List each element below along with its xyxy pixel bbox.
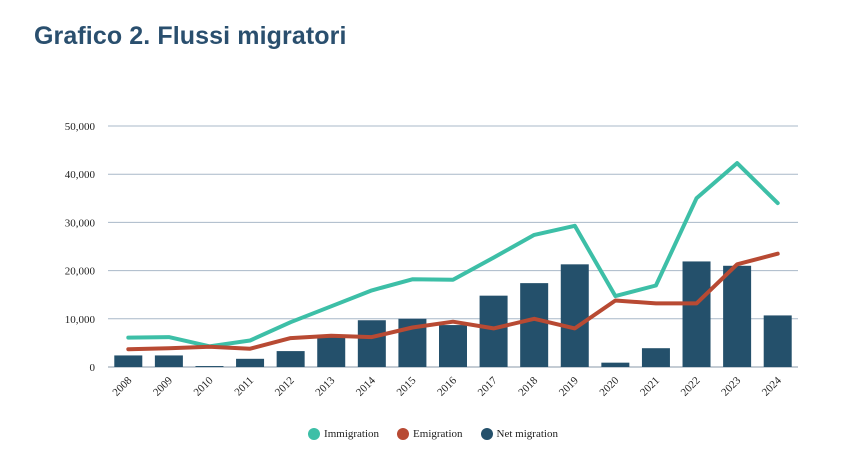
legend-item-immigration: Immigration — [304, 428, 379, 440]
bar-net-migration-2022 — [682, 261, 711, 367]
x-axis-ticks: 2008 2009 2010 2011 2012 2013 2014 2015 2016 2017… — [110, 374, 784, 398]
y-tick-label: 30,000 — [65, 217, 96, 229]
y-tick-label: 0 — [90, 362, 96, 374]
y-tick-label: 40,000 — [65, 169, 96, 181]
x-tick-label: 2018 — [516, 374, 540, 398]
legend-label-net-migration: Net migration — [496, 428, 558, 440]
bar-net-migration-2018 — [520, 283, 549, 367]
bar-net-migration-2021 — [641, 348, 670, 367]
x-tick-label: 2009 — [151, 374, 175, 398]
bar-net-migration-2014 — [357, 320, 386, 367]
legend-label-emigration: Emigration — [413, 428, 463, 440]
legend-swatch-emigration — [397, 428, 410, 440]
legend-item-net-migration: Net migration — [477, 428, 558, 440]
x-tick-label: 2020 — [597, 374, 621, 398]
line-immigration — [126, 161, 780, 349]
legend-item-emigration: Emigration — [393, 428, 463, 440]
y-axis-ticks: 0 10,000 20,000 30,000 40,000 50,000 — [65, 121, 96, 374]
bar-net-migration-2009 — [154, 355, 183, 367]
line-series — [126, 161, 780, 352]
y-tick-label: 20,000 — [65, 266, 96, 278]
bar-net-migration-2012 — [276, 351, 305, 367]
bar-net-migration-2020 — [601, 362, 630, 367]
bar-net-migration-2013 — [317, 337, 346, 367]
x-tick-label: 2012 — [273, 375, 297, 399]
bar-net-migration-2024 — [763, 315, 792, 367]
net-migration-bars — [114, 261, 792, 367]
x-tick-label: 2016 — [435, 374, 459, 398]
y-tick-label: 50,000 — [65, 121, 96, 133]
x-tick-label: 2017 — [476, 374, 500, 398]
legend-swatch-net-migration — [480, 428, 493, 440]
bar-net-migration-2016 — [439, 325, 467, 367]
legend-label-immigration: Immigration — [324, 428, 380, 440]
y-tick-label: 10,000 — [65, 314, 96, 326]
x-tick-label: 2015 — [394, 374, 418, 398]
bar-net-migration-2019 — [560, 264, 589, 367]
chart: 0 10,000 20,000 30,000 40,000 50,000 2008 2009… — [65, 121, 798, 399]
x-tick-label: 2023 — [719, 374, 743, 398]
x-tick-label: 2010 — [192, 374, 216, 398]
x-tick-label: 2024 — [760, 374, 784, 398]
bar-net-migration-2008 — [114, 355, 143, 367]
x-tick-label: 2014 — [354, 374, 378, 398]
bar-net-migration-2023 — [723, 265, 752, 367]
x-tick-label: 2013 — [313, 374, 337, 398]
page-title: Grafico 2. Flussi migratori — [34, 22, 347, 50]
x-tick-label: 2011 — [232, 375, 256, 399]
legend-swatch-immigration — [308, 428, 321, 440]
bar-net-migration-2011 — [236, 358, 265, 367]
x-tick-label: 2021 — [638, 375, 662, 399]
bar-net-migration-2010 — [195, 366, 224, 367]
bar-net-migration-2017 — [479, 295, 508, 367]
x-tick-label: 2019 — [557, 374, 581, 398]
legend: Immigration Emigration Net migration — [0, 428, 862, 440]
x-tick-label: 2008 — [110, 374, 134, 398]
x-tick-label: 2022 — [679, 375, 703, 399]
